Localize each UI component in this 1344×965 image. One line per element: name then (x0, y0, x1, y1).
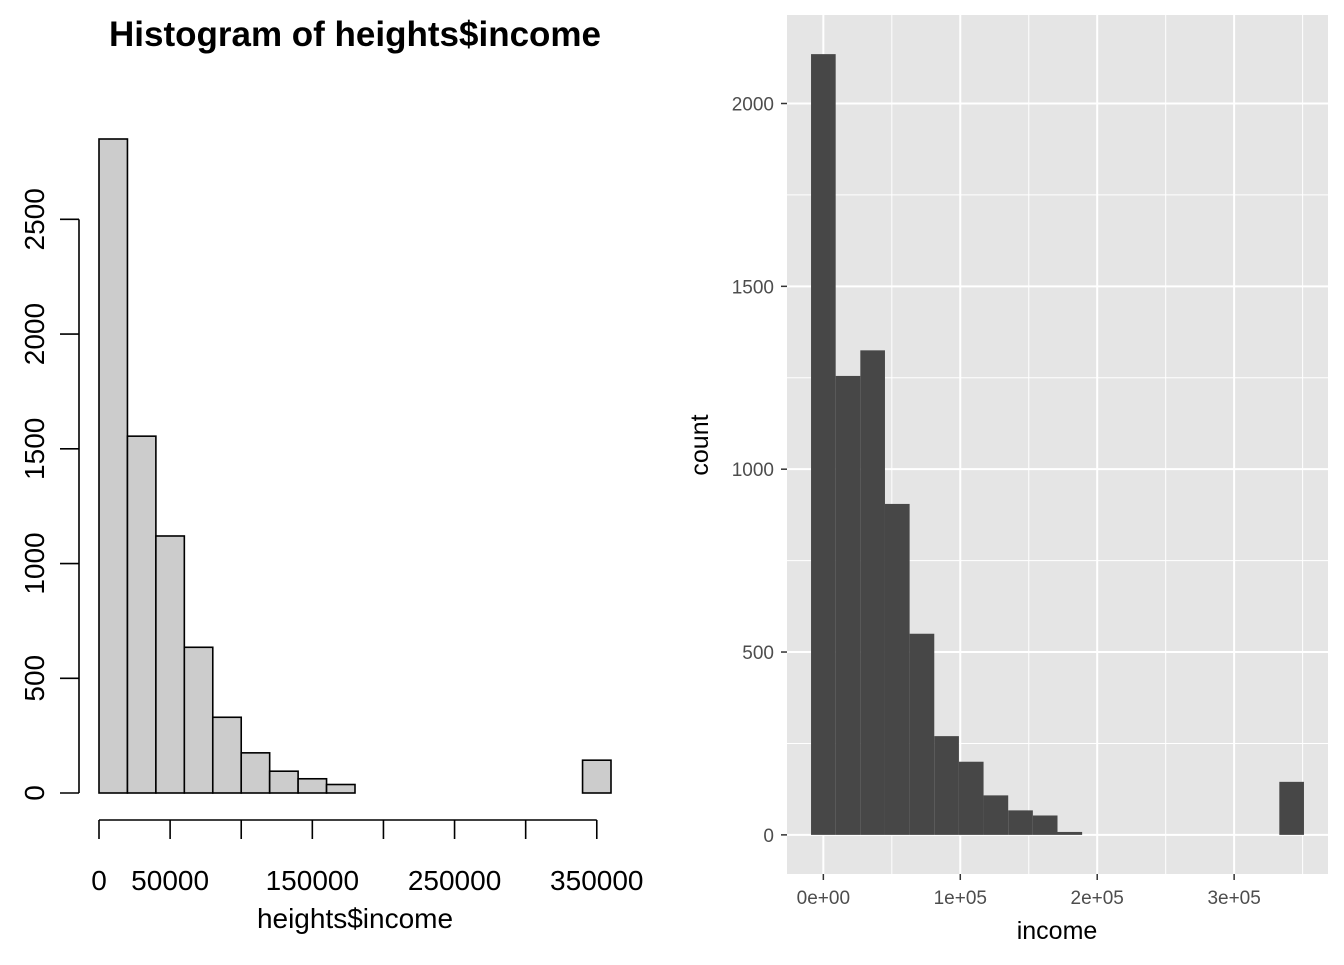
histogram-bars (811, 54, 1304, 835)
x-axis: 0e+00 1e+05 2e+05 3e+05 (797, 874, 1261, 909)
histogram-bar (155, 535, 186, 794)
histogram-bar (958, 761, 984, 835)
histogram-bar (1057, 831, 1083, 835)
histogram-bar (860, 350, 885, 835)
x-tick-label: 0 (91, 865, 107, 896)
histogram-bar (1032, 815, 1058, 835)
y-tick-label: 500 (742, 643, 774, 664)
chart-title: Histogram of heights$income (109, 15, 601, 54)
x-tick-label: 1e+05 (934, 888, 987, 909)
histogram-bar (297, 777, 328, 794)
histogram-bar (983, 795, 1009, 835)
y-tick-label: 2000 (19, 303, 50, 365)
histogram-bar (126, 435, 157, 794)
histogram-bars (98, 138, 612, 794)
histogram-bar (884, 503, 910, 835)
x-tick-label: 250000 (408, 865, 501, 896)
x-tick-label: 3e+05 (1207, 888, 1260, 909)
x-tick-label: 2e+05 (1071, 888, 1124, 909)
y-axis: 0 500 1000 1500 2000 2500 (19, 188, 80, 801)
y-tick-label: 1500 (732, 277, 774, 298)
histogram-bar (934, 736, 959, 835)
histogram-bar (811, 54, 836, 835)
histogram-bar (1279, 781, 1304, 835)
histogram-bar (325, 783, 356, 794)
histogram-bar (268, 770, 299, 794)
histogram-bar (98, 138, 129, 794)
x-axis-title: income (1017, 917, 1098, 945)
y-tick-label: 0 (763, 826, 774, 847)
x-tick-label: 0e+00 (797, 888, 850, 909)
y-axis-title: count (686, 414, 714, 475)
y-tick-label: 2500 (19, 188, 50, 250)
histogram-bar (909, 633, 935, 835)
x-tick-label: 50000 (131, 865, 209, 896)
histogram-bar (1008, 810, 1033, 835)
x-axis-title: heights$income (257, 903, 453, 934)
y-axis: 0 500 1000 1500 2000 (732, 94, 787, 847)
y-tick-label: 1000 (19, 532, 50, 594)
base-histogram: Histogram of heights$income 0 500 1000 1500… (19, 15, 643, 934)
histogram-bar (240, 752, 271, 794)
y-tick-label: 2000 (732, 94, 774, 115)
histogram-bar (183, 646, 214, 794)
ggplot-histogram: 0 500 1000 1500 2000 0e+00 1e+05 2e+05 3e+05 in… (686, 15, 1328, 945)
histogram-bar (835, 375, 861, 835)
histogram-bar (581, 759, 612, 794)
x-axis: 0 50000 150000 250000 350000 (91, 819, 643, 896)
histogram-bar (211, 716, 243, 794)
x-tick-label: 350000 (550, 865, 643, 896)
y-tick-label: 1500 (19, 418, 50, 480)
y-tick-label: 0 (19, 785, 50, 801)
x-tick-label: 150000 (266, 865, 359, 896)
y-tick-label: 500 (19, 655, 50, 702)
y-tick-label: 1000 (732, 460, 774, 481)
